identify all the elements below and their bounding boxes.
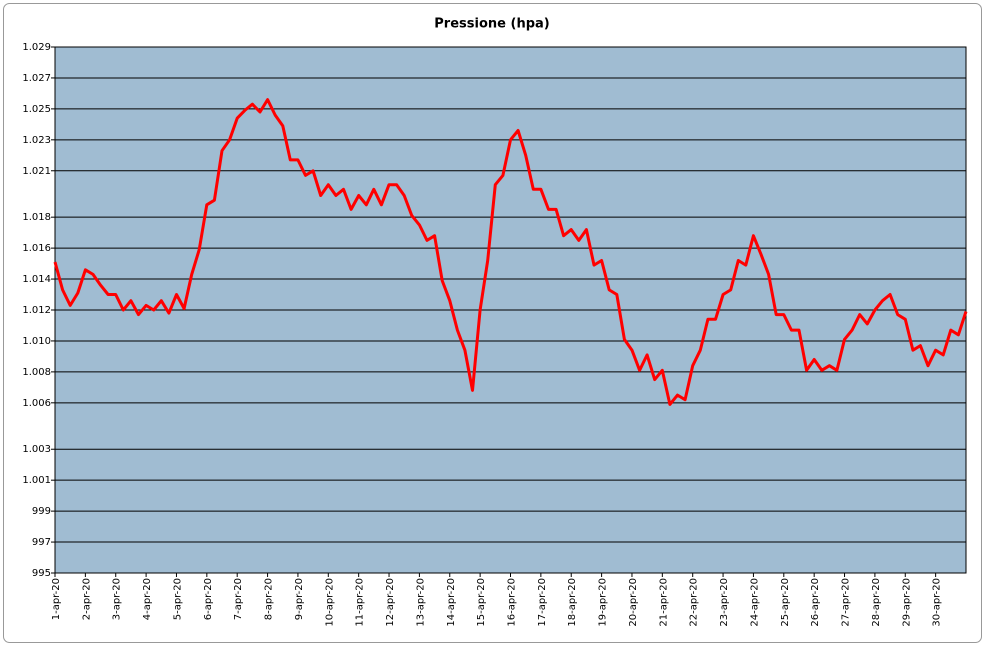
y-tick-label: 1.010 bbox=[22, 336, 51, 347]
y-tick-label: 1.014 bbox=[22, 274, 51, 285]
x-tick-label: 24-apr-20 bbox=[749, 578, 760, 627]
y-tick-label: 1.018 bbox=[22, 212, 51, 223]
y-tick-label: 1.029 bbox=[22, 42, 51, 53]
y-tick-label: 1.023 bbox=[22, 135, 51, 146]
y-tick-label: 1.003 bbox=[22, 444, 51, 455]
x-tick-label: 20-apr-20 bbox=[628, 578, 639, 627]
x-tick-label: 2-apr-20 bbox=[81, 578, 92, 620]
y-tick-label: 1.025 bbox=[22, 104, 51, 115]
x-tick-label: 10-apr-20 bbox=[324, 578, 335, 627]
y-tick-label: 995 bbox=[32, 568, 51, 579]
x-tick-label: 18-apr-20 bbox=[567, 578, 578, 627]
y-tick-label: 1.027 bbox=[22, 73, 51, 84]
y-tick-label: 1.016 bbox=[22, 243, 51, 254]
x-tick-label: 15-apr-20 bbox=[476, 578, 487, 627]
x-tick-label: 26-apr-20 bbox=[810, 578, 821, 627]
x-tick-label: 25-apr-20 bbox=[780, 578, 791, 627]
x-tick-label: 19-apr-20 bbox=[598, 578, 609, 627]
x-tick-label: 28-apr-20 bbox=[871, 578, 882, 627]
x-tick-label: 9-apr-20 bbox=[294, 578, 305, 620]
y-tick-label: 997 bbox=[32, 537, 51, 548]
x-tick-label: 17-apr-20 bbox=[537, 578, 548, 627]
y-tick-label: 999 bbox=[32, 506, 51, 517]
x-tick-label: 8-apr-20 bbox=[264, 578, 275, 620]
x-tick-label: 21-apr-20 bbox=[658, 578, 669, 627]
x-tick-label: 1-apr-20 bbox=[51, 578, 62, 620]
x-tick-label: 16-apr-20 bbox=[507, 578, 518, 627]
x-tick-label: 22-apr-20 bbox=[689, 578, 700, 627]
chart-title: Pressione (hpa) bbox=[434, 17, 549, 32]
x-tick-label: 11-apr-20 bbox=[355, 578, 366, 627]
y-tick-label: 1.008 bbox=[22, 367, 51, 378]
x-tick-label: 27-apr-20 bbox=[841, 578, 852, 627]
data-line bbox=[53, 98, 968, 406]
x-tick-label: 3-apr-20 bbox=[112, 578, 123, 620]
y-tick-label: 1.021 bbox=[22, 166, 51, 177]
x-tick-label: 13-apr-20 bbox=[415, 578, 426, 627]
y-tick-label: 1.012 bbox=[22, 305, 51, 316]
x-tick-label: 4-apr-20 bbox=[142, 578, 153, 620]
x-tick-label: 30-apr-20 bbox=[932, 578, 943, 627]
x-tick-label: 6-apr-20 bbox=[203, 578, 214, 620]
y-tick-label: 1.006 bbox=[22, 398, 51, 409]
x-tick-label: 7-apr-20 bbox=[233, 578, 244, 620]
x-tick-label: 23-apr-20 bbox=[719, 578, 730, 627]
y-tick-label: 1.001 bbox=[22, 475, 51, 486]
x-tick-label: 29-apr-20 bbox=[901, 578, 912, 627]
x-tick-label: 5-apr-20 bbox=[172, 578, 183, 620]
x-tick-label: 12-apr-20 bbox=[385, 578, 396, 627]
x-tick-label: 14-apr-20 bbox=[446, 578, 457, 627]
